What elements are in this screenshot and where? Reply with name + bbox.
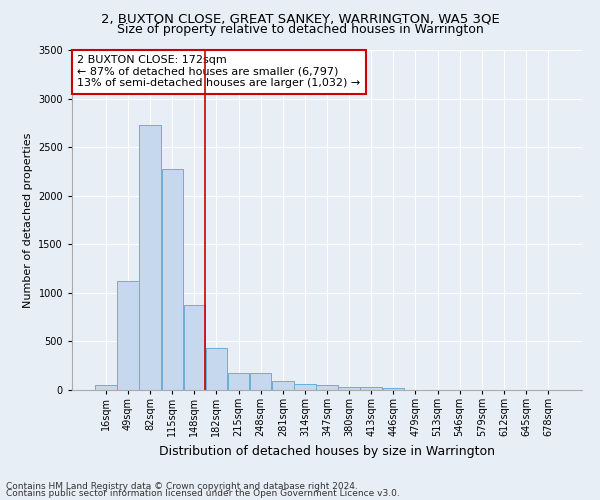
Bar <box>250 374 271 390</box>
Text: 2, BUXTON CLOSE, GREAT SANKEY, WARRINGTON, WA5 3QE: 2, BUXTON CLOSE, GREAT SANKEY, WARRINGTO… <box>101 12 499 26</box>
Y-axis label: Number of detached properties: Number of detached properties <box>23 132 32 308</box>
Text: 2 BUXTON CLOSE: 172sqm
← 87% of detached houses are smaller (6,797)
13% of semi-: 2 BUXTON CLOSE: 172sqm ← 87% of detached… <box>77 55 361 88</box>
Bar <box>361 387 382 390</box>
Bar <box>294 384 316 390</box>
Bar <box>316 384 338 390</box>
Bar <box>161 170 183 390</box>
Text: Contains public sector information licensed under the Open Government Licence v3: Contains public sector information licen… <box>6 489 400 498</box>
Bar <box>383 388 404 390</box>
Bar <box>117 281 139 390</box>
Bar <box>95 384 116 390</box>
Bar <box>272 382 293 390</box>
Bar <box>184 305 205 390</box>
Bar <box>139 125 161 390</box>
X-axis label: Distribution of detached houses by size in Warrington: Distribution of detached houses by size … <box>159 444 495 458</box>
Text: Size of property relative to detached houses in Warrington: Size of property relative to detached ho… <box>116 22 484 36</box>
Bar <box>228 374 249 390</box>
Text: Contains HM Land Registry data © Crown copyright and database right 2024.: Contains HM Land Registry data © Crown c… <box>6 482 358 491</box>
Bar <box>206 348 227 390</box>
Bar <box>338 386 360 390</box>
